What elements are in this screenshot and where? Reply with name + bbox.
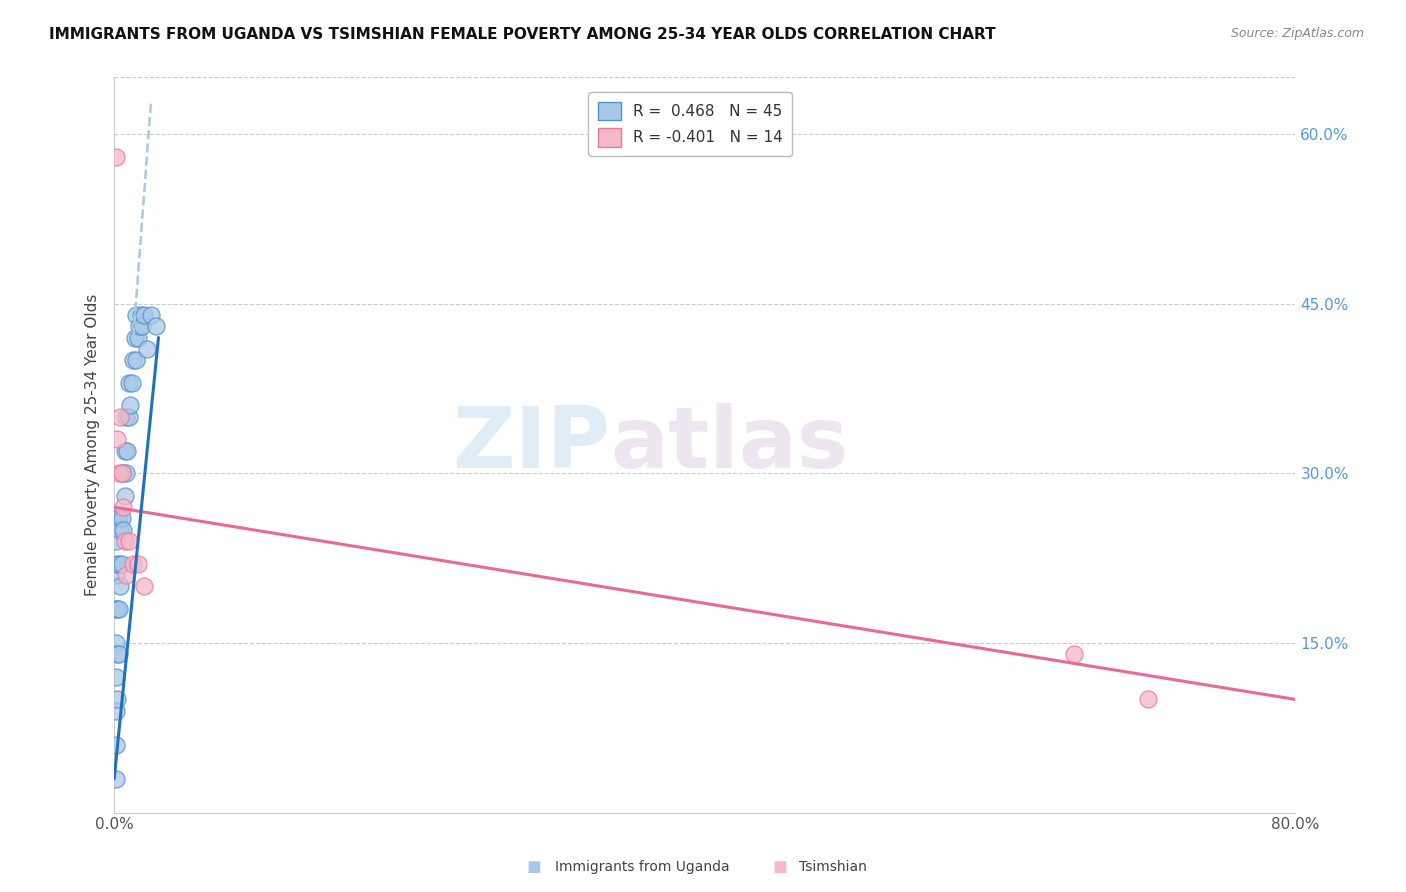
Point bbox=[104, 670, 127, 684]
Point bbox=[114, 534, 136, 549]
Point bbox=[105, 647, 128, 661]
Point bbox=[125, 308, 148, 322]
Point bbox=[104, 704, 127, 718]
Point bbox=[115, 409, 138, 424]
Point bbox=[105, 511, 128, 525]
Point bbox=[115, 467, 138, 481]
Point bbox=[131, 319, 153, 334]
Point bbox=[105, 557, 128, 571]
Point bbox=[121, 376, 143, 390]
Point bbox=[104, 568, 127, 582]
Point bbox=[107, 602, 129, 616]
Point bbox=[120, 398, 142, 412]
Point bbox=[105, 602, 128, 616]
Point bbox=[112, 467, 135, 481]
Point bbox=[112, 523, 135, 537]
Text: IMMIGRANTS FROM UGANDA VS TSIMSHIAN FEMALE POVERTY AMONG 25-34 YEAR OLDS CORRELA: IMMIGRANTS FROM UGANDA VS TSIMSHIAN FEMA… bbox=[49, 27, 995, 42]
Point bbox=[114, 489, 136, 503]
Point bbox=[135, 342, 157, 356]
Point bbox=[110, 467, 132, 481]
Point bbox=[107, 467, 129, 481]
Point bbox=[145, 319, 167, 334]
Text: ZIP: ZIP bbox=[453, 403, 610, 486]
Point bbox=[108, 409, 131, 424]
Text: ◼: ◼ bbox=[773, 858, 787, 876]
Point bbox=[114, 443, 136, 458]
Point bbox=[110, 511, 132, 525]
Point bbox=[118, 409, 141, 424]
Point bbox=[122, 557, 145, 571]
Point bbox=[108, 523, 131, 537]
Point bbox=[107, 647, 129, 661]
Point bbox=[108, 579, 131, 593]
Point bbox=[139, 308, 162, 322]
Legend: R =  0.468   N = 45, R = -0.401   N = 14: R = 0.468 N = 45, R = -0.401 N = 14 bbox=[589, 93, 792, 156]
Y-axis label: Female Poverty Among 25-34 Year Olds: Female Poverty Among 25-34 Year Olds bbox=[86, 293, 100, 596]
Point bbox=[118, 376, 141, 390]
Point bbox=[124, 330, 146, 344]
Point bbox=[115, 568, 138, 582]
Text: ◼: ◼ bbox=[527, 858, 541, 876]
Point bbox=[105, 433, 128, 447]
Text: Source: ZipAtlas.com: Source: ZipAtlas.com bbox=[1230, 27, 1364, 40]
Point bbox=[127, 330, 149, 344]
Point bbox=[110, 557, 132, 571]
Point bbox=[112, 500, 135, 515]
Point bbox=[107, 511, 129, 525]
Point bbox=[118, 534, 141, 549]
Point bbox=[104, 738, 127, 752]
Point bbox=[104, 534, 127, 549]
Point bbox=[104, 150, 127, 164]
Point bbox=[128, 319, 150, 334]
Point bbox=[117, 443, 139, 458]
Text: Immigrants from Uganda: Immigrants from Uganda bbox=[555, 860, 730, 874]
Point bbox=[122, 353, 145, 368]
Point bbox=[127, 557, 149, 571]
Point bbox=[104, 602, 127, 616]
Point bbox=[132, 579, 155, 593]
Point bbox=[125, 353, 148, 368]
Point bbox=[104, 772, 127, 786]
Point bbox=[132, 308, 155, 322]
Point bbox=[1136, 692, 1159, 706]
Point bbox=[1063, 647, 1085, 661]
Point bbox=[104, 636, 127, 650]
Text: atlas: atlas bbox=[610, 403, 849, 486]
Point bbox=[129, 308, 152, 322]
Point bbox=[110, 467, 132, 481]
Point bbox=[105, 692, 128, 706]
Text: Tsimshian: Tsimshian bbox=[799, 860, 866, 874]
Point bbox=[107, 557, 129, 571]
